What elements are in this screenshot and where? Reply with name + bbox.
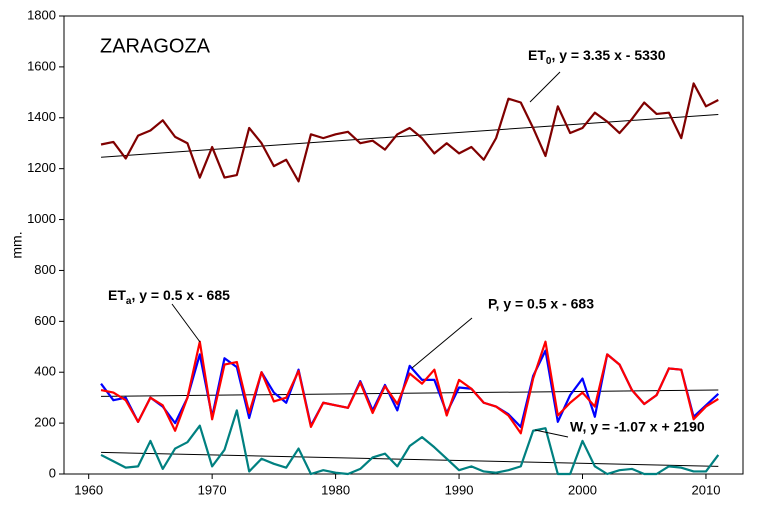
leader-line — [530, 72, 560, 102]
y-tick-label: 1800 — [27, 7, 56, 22]
series-line — [101, 351, 718, 427]
y-tick-label: 0 — [49, 465, 56, 480]
y-tick-label: 1600 — [27, 58, 56, 73]
x-tick-label: 1980 — [321, 482, 350, 497]
y-tick-label: 800 — [34, 262, 56, 277]
x-tick-label: 1990 — [445, 482, 474, 497]
annotation-text: , y = 3.35 x - 5330 — [551, 47, 665, 63]
y-tick-label: 400 — [34, 364, 56, 379]
x-tick-label: 1960 — [74, 482, 103, 497]
annotation: W, y = -1.07 x + 2190 — [570, 419, 705, 435]
x-tick-label: 1970 — [198, 482, 227, 497]
y-tick-label: 600 — [34, 313, 56, 328]
annotation-text: ET — [108, 287, 126, 303]
y-tick-label: 200 — [34, 415, 56, 430]
trend-line — [101, 452, 718, 466]
y-axis-label: mm. — [9, 231, 25, 258]
leader-line — [535, 430, 568, 437]
chart: ZARAGOZA mm. 0 200 400 600 800 1000 1200 1400 16… — [0, 0, 760, 509]
trend-line — [101, 114, 718, 157]
annotation: ET0, y = 3.35 x - 5330 — [528, 47, 666, 67]
leader-line — [172, 304, 200, 342]
plot-frame — [64, 16, 743, 474]
trend-line — [101, 390, 718, 396]
y-tick-label: 1000 — [27, 211, 56, 226]
x-tick-label: 2010 — [692, 482, 721, 497]
chart-title: ZARAGOZA — [100, 35, 211, 57]
x-tick-label: 2000 — [568, 482, 597, 497]
annotation-text: , y = 0.5 x - 685 — [131, 287, 230, 303]
annotation: ETa, y = 0.5 x - 685 — [108, 287, 230, 307]
page: {"chart_data": { "type": "line", "title"… — [0, 0, 760, 509]
annotation-text: ET — [528, 47, 546, 63]
annotation: P, y = 0.5 x - 683 — [488, 296, 594, 312]
leader-line — [412, 318, 472, 368]
y-tick-label: 1400 — [27, 109, 56, 124]
series-line — [101, 83, 718, 181]
y-tick-label: 1200 — [27, 160, 56, 175]
